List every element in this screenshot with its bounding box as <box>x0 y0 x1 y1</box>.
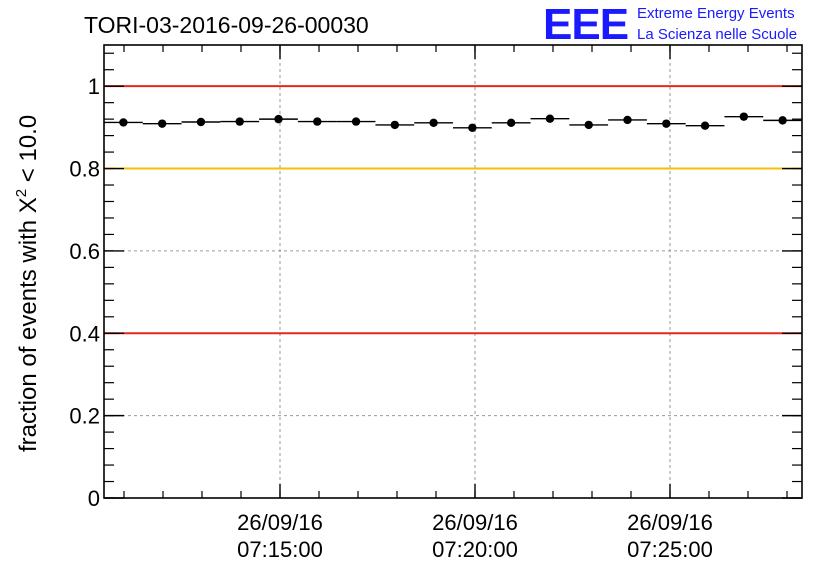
x-tick-label-time: 07:20:00 <box>432 537 518 562</box>
y-tick-label: 0.4 <box>69 321 100 346</box>
data-point <box>584 120 593 130</box>
data-point <box>623 115 632 125</box>
chart-title: TORI-03-2016-09-26-00030 <box>84 12 369 38</box>
y-tick-label: 0 <box>88 486 100 511</box>
data-point <box>468 123 477 132</box>
y-tick-labels: 0 0.2 0.4 0.6 0.8 1 <box>69 74 100 511</box>
data-point <box>157 119 167 128</box>
y-tick-label: 0.8 <box>69 157 100 182</box>
data-point <box>313 117 322 126</box>
x-tick-label-time: 07:15:00 <box>237 537 323 562</box>
axes <box>104 45 802 499</box>
data-point <box>429 118 438 128</box>
data-point <box>351 117 361 126</box>
logo-line-1: Extreme Energy Events <box>637 5 795 22</box>
logo-mark: EEE <box>543 0 628 49</box>
data-point <box>274 114 283 124</box>
data-point <box>700 121 710 130</box>
eee-logo: EEE Extreme Energy Events La Scienza nel… <box>543 0 797 49</box>
y-axis-label-symbol: X <box>15 197 42 213</box>
logo-line-2: La Scienza nelle Scuole <box>637 26 797 43</box>
y-tick-label: 0.6 <box>69 239 100 264</box>
data-point <box>506 118 516 128</box>
data-point <box>545 114 555 123</box>
x-tick-label-date: 26/09/16 <box>432 510 518 535</box>
grid <box>104 45 802 498</box>
reference-lines <box>104 85 802 335</box>
y-tick-label: 1 <box>88 74 100 99</box>
x-tick-label-time: 07:25:00 <box>627 537 713 562</box>
data-point <box>196 117 206 127</box>
plot-frame <box>103 44 803 499</box>
data-point <box>778 116 787 125</box>
data-point <box>662 119 671 128</box>
x-tick-label-date: 26/09/16 <box>627 510 713 535</box>
data-point <box>235 117 244 126</box>
y-tick-label: 0.2 <box>69 404 100 429</box>
y-axis-label-tail: < 10.0 <box>15 115 42 189</box>
data-point <box>119 118 128 127</box>
data-point <box>739 112 749 121</box>
y-axis-label-superscript: 2 <box>13 189 30 197</box>
data-series <box>104 112 802 132</box>
y-axis-label-main: fraction of events with <box>15 213 42 452</box>
x-tick-labels: 26/09/1607:15:0026/09/1607:20:0026/09/16… <box>237 510 713 562</box>
y-axis-label: fraction of events with X2 < 10.0 <box>13 115 42 452</box>
data-point <box>390 120 400 130</box>
x-tick-label-date: 26/09/16 <box>237 510 323 535</box>
